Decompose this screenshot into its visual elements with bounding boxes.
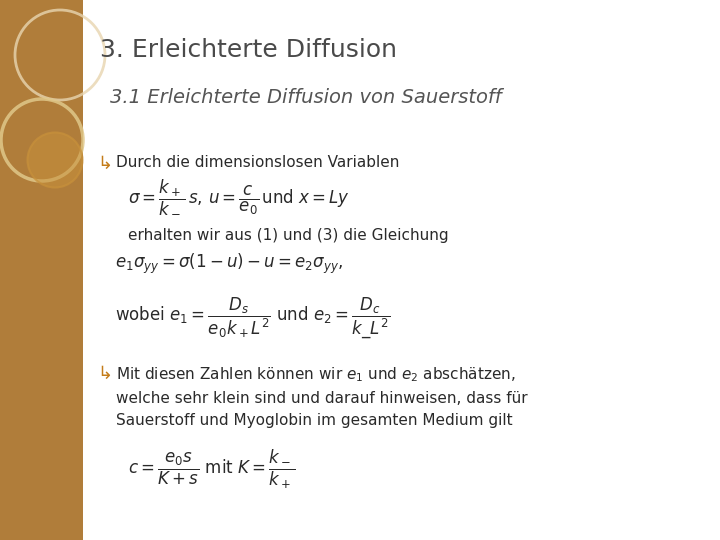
- Ellipse shape: [27, 132, 83, 187]
- Text: 3.1 Erleichterte Diffusion von Sauerstoff: 3.1 Erleichterte Diffusion von Sauerstof…: [110, 88, 502, 107]
- Text: Mit diesen Zahlen können wir $e_1$ und $e_2$ abschätzen,
welche sehr klein sind : Mit diesen Zahlen können wir $e_1$ und $…: [116, 365, 528, 428]
- Text: erhalten wir aus (1) und (3) die Gleichung: erhalten wir aus (1) und (3) die Gleichu…: [128, 228, 449, 243]
- Text: $e_1\sigma_{yy} = \sigma(1-u)-u = e_2\sigma_{yy},$: $e_1\sigma_{yy} = \sigma(1-u)-u = e_2\si…: [115, 252, 343, 276]
- Bar: [0, 0, 83, 540]
- Text: $\sigma = \dfrac{k_+}{k_-}\,s,\,u = \dfrac{c}{e_0}\,\mathrm{und}\;x = Ly$: $\sigma = \dfrac{k_+}{k_-}\,s,\,u = \dfr…: [128, 178, 349, 215]
- Text: wobei $e_1 = \dfrac{D_s}{e_0 k_+ L^2}$ und $e_2 = \dfrac{D_c}{k\_L^2}$: wobei $e_1 = \dfrac{D_s}{e_0 k_+ L^2}$ u…: [115, 295, 390, 340]
- Text: ↳: ↳: [97, 365, 112, 383]
- Text: ↳: ↳: [97, 155, 112, 173]
- Text: Durch die dimensionslosen Variablen: Durch die dimensionslosen Variablen: [116, 155, 400, 170]
- Text: $c = \dfrac{e_0 s}{K + s}$ mit $K = \dfrac{k_-}{k_+}$: $c = \dfrac{e_0 s}{K + s}$ mit $K = \dfr…: [128, 448, 295, 491]
- Text: 3. Erleichterte Diffusion: 3. Erleichterte Diffusion: [100, 38, 397, 62]
